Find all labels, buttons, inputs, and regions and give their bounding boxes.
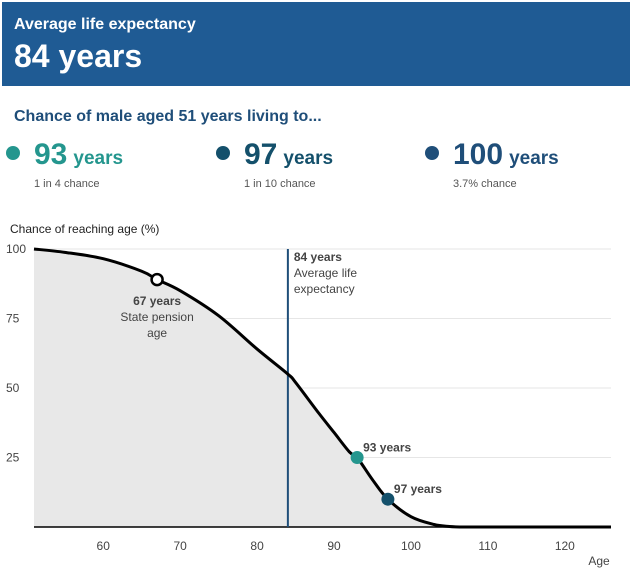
banner-value: 84 years [14,38,143,74]
chance-subtitle: Chance of male aged 51 years living to..… [14,108,322,125]
x-axis-label: Age [588,554,610,568]
stat-number: 100 [453,138,504,171]
stat-chance: 1 in 4 chance [34,178,100,190]
annotation-sublabel: age [147,326,167,340]
navy-dot-icon [425,146,439,160]
pension-age-point [150,272,164,287]
stat-unit: years [73,148,124,169]
dark-teal-dot-icon [216,146,230,160]
stat-number: 93 [34,138,68,171]
annotation-label: 93 years [363,441,411,455]
x-tick-label: 60 [97,539,111,553]
reference-sublabel: Average life [294,266,357,280]
annotation-label: 67 years [133,294,181,308]
reference-label: 84 years [294,250,342,264]
annotation-label: 97 years [394,482,442,496]
x-tick-label: 80 [250,539,264,553]
reference-sublabel: expectancy [294,282,355,296]
stat-chance: 1 in 10 chance [244,178,316,190]
x-tick-label: 120 [555,539,575,553]
y-axis-label: Chance of reaching age (%) [10,222,160,236]
age-point [350,451,364,464]
stat-93: 93 years 1 in 4 chance [6,138,123,190]
y-tick-label: 25 [6,451,20,465]
life-expectancy-banner: Average life expectancy 84 years [2,2,630,86]
stat-unit: years [283,148,334,169]
x-tick-label: 110 [478,539,497,553]
x-tick-label: 70 [173,539,187,553]
x-tick-label: 90 [327,539,341,553]
y-tick-label: 75 [6,312,20,326]
banner-label: Average life expectancy [14,16,196,33]
age-point [381,492,395,506]
y-tick-label: 100 [6,242,26,256]
stat-97: 97 years 1 in 10 chance [216,138,333,190]
x-tick-label: 100 [401,539,421,553]
teal-dot-icon [6,146,20,160]
stat-number: 97 [244,138,278,171]
stat-unit: years [509,148,559,169]
stat-chance: 3.7% chance [453,178,517,190]
y-tick-label: 50 [6,381,20,395]
stat-100: 100 years 3.7% chance [425,138,559,190]
annotation-sublabel: State pension [120,310,193,324]
survival-area [34,249,611,528]
